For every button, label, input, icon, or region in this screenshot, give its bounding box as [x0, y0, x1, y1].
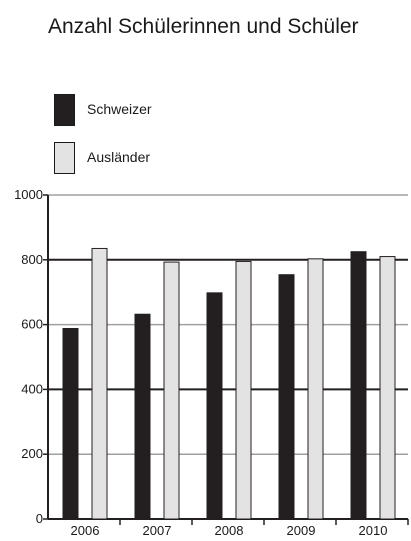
legend-swatch-schweizer [54, 94, 75, 126]
y-tick-label: 600 [21, 317, 43, 332]
y-tick-label: 400 [21, 381, 43, 396]
x-tick-label: 2010 [359, 523, 388, 538]
bar-schweizer-2009 [278, 274, 295, 520]
bar-schweizer-2006 [62, 327, 79, 520]
y-tick-label: 1000 [14, 187, 43, 202]
legend-label-auslaender: Ausländer [87, 149, 151, 165]
x-tick-label: 2007 [143, 523, 172, 538]
y-tick-label: 200 [21, 446, 43, 461]
bar-auslaender-2007 [163, 261, 180, 520]
legend-swatch-auslaender [54, 142, 75, 174]
chart-title: Anzahl Schülerinnen und Schüler [48, 15, 359, 38]
x-tick-label: 2006 [71, 523, 100, 538]
x-tick-label: 2009 [287, 523, 316, 538]
bar-auslaender-2009 [307, 258, 324, 520]
bar-auslaender-2006 [91, 247, 108, 520]
legend-label-schweizer: Schweizer [87, 101, 152, 117]
bar-auslaender-2008 [235, 260, 252, 520]
y-tick-label: 800 [21, 252, 43, 267]
x-tick-label: 2008 [215, 523, 244, 538]
y-tick-label: 0 [36, 511, 43, 526]
bar-schweizer-2010 [350, 251, 367, 520]
bar-schweizer-2008 [206, 292, 223, 520]
bar-schweizer-2007 [134, 313, 151, 520]
bar-auslaender-2010 [379, 256, 396, 520]
